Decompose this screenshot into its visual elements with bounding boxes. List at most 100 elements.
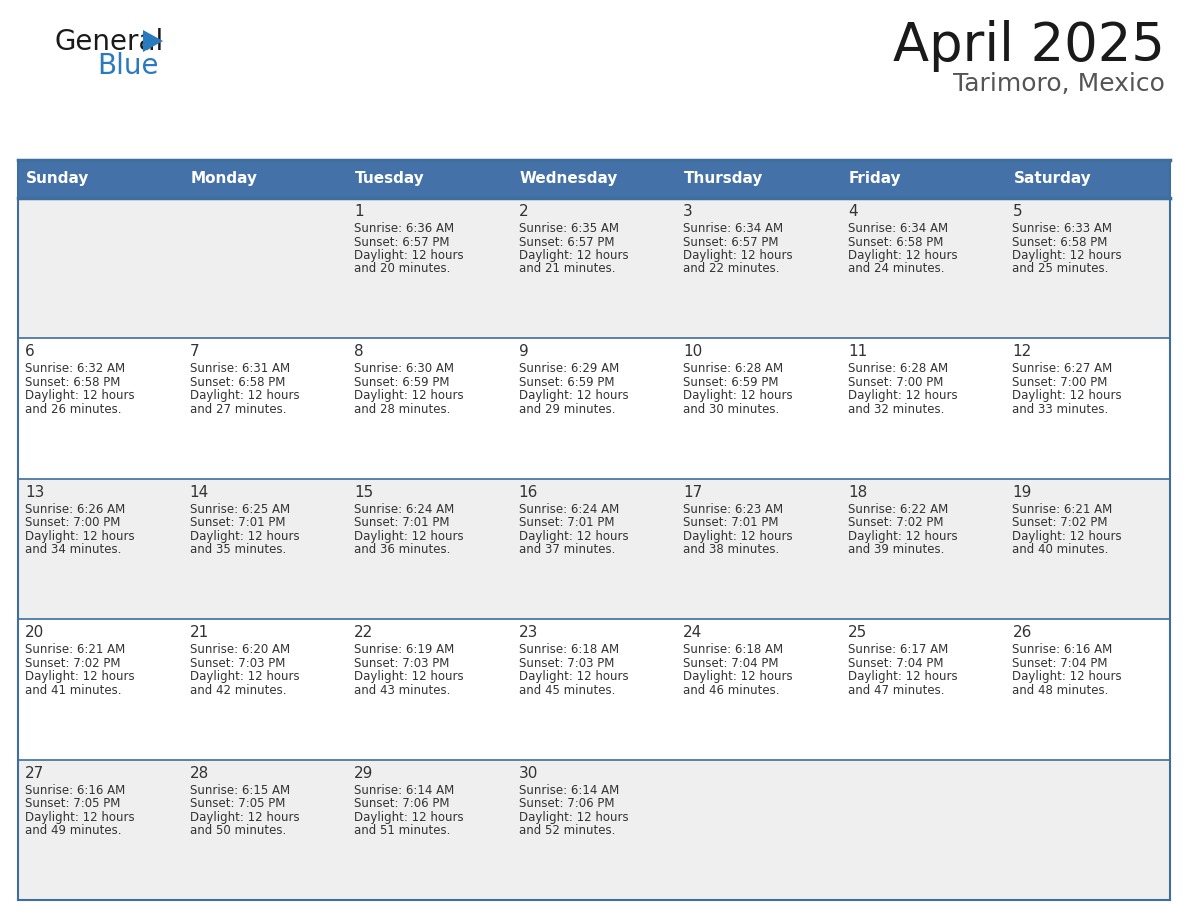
FancyBboxPatch shape xyxy=(1005,479,1170,620)
Text: Sunrise: 6:16 AM: Sunrise: 6:16 AM xyxy=(1012,644,1113,656)
Text: Sunrise: 6:19 AM: Sunrise: 6:19 AM xyxy=(354,644,454,656)
Text: Sunrise: 6:28 AM: Sunrise: 6:28 AM xyxy=(683,363,783,375)
Text: and 29 minutes.: and 29 minutes. xyxy=(519,403,615,416)
Text: Sunrise: 6:34 AM: Sunrise: 6:34 AM xyxy=(683,222,783,235)
Text: Sunset: 7:00 PM: Sunset: 7:00 PM xyxy=(848,375,943,389)
Text: and 40 minutes.: and 40 minutes. xyxy=(1012,543,1108,556)
Text: and 30 minutes.: and 30 minutes. xyxy=(683,403,779,416)
Text: 14: 14 xyxy=(190,485,209,499)
Text: Sunrise: 6:18 AM: Sunrise: 6:18 AM xyxy=(683,644,783,656)
FancyBboxPatch shape xyxy=(18,339,183,479)
Text: 15: 15 xyxy=(354,485,373,499)
FancyBboxPatch shape xyxy=(1005,339,1170,479)
Text: and 33 minutes.: and 33 minutes. xyxy=(1012,403,1108,416)
FancyBboxPatch shape xyxy=(676,339,841,479)
Text: 1: 1 xyxy=(354,204,364,219)
FancyBboxPatch shape xyxy=(676,198,841,339)
Text: Sunset: 7:03 PM: Sunset: 7:03 PM xyxy=(354,656,449,670)
FancyBboxPatch shape xyxy=(183,620,347,759)
Text: and 41 minutes.: and 41 minutes. xyxy=(25,684,121,697)
FancyBboxPatch shape xyxy=(18,620,183,759)
Text: and 46 minutes.: and 46 minutes. xyxy=(683,684,779,697)
FancyBboxPatch shape xyxy=(676,759,841,900)
Text: Sunset: 7:06 PM: Sunset: 7:06 PM xyxy=(354,797,449,810)
FancyBboxPatch shape xyxy=(512,759,676,900)
Text: and 42 minutes.: and 42 minutes. xyxy=(190,684,286,697)
FancyBboxPatch shape xyxy=(676,160,841,198)
Text: Daylight: 12 hours: Daylight: 12 hours xyxy=(25,530,134,543)
Text: Wednesday: Wednesday xyxy=(519,172,618,186)
Text: General: General xyxy=(55,28,164,56)
Text: Sunrise: 6:27 AM: Sunrise: 6:27 AM xyxy=(1012,363,1113,375)
FancyBboxPatch shape xyxy=(512,198,676,339)
Text: Sunrise: 6:24 AM: Sunrise: 6:24 AM xyxy=(354,503,454,516)
Text: Daylight: 12 hours: Daylight: 12 hours xyxy=(519,389,628,402)
Text: Daylight: 12 hours: Daylight: 12 hours xyxy=(354,530,463,543)
Text: Sunset: 6:59 PM: Sunset: 6:59 PM xyxy=(519,375,614,389)
Text: Sunrise: 6:30 AM: Sunrise: 6:30 AM xyxy=(354,363,454,375)
FancyBboxPatch shape xyxy=(1005,759,1170,900)
Text: Sunrise: 6:21 AM: Sunrise: 6:21 AM xyxy=(1012,503,1113,516)
FancyBboxPatch shape xyxy=(1005,198,1170,339)
FancyBboxPatch shape xyxy=(512,479,676,620)
Text: Sunrise: 6:20 AM: Sunrise: 6:20 AM xyxy=(190,644,290,656)
Text: Daylight: 12 hours: Daylight: 12 hours xyxy=(354,389,463,402)
Text: Daylight: 12 hours: Daylight: 12 hours xyxy=(25,389,134,402)
Text: 16: 16 xyxy=(519,485,538,499)
Text: Sunrise: 6:14 AM: Sunrise: 6:14 AM xyxy=(519,784,619,797)
FancyBboxPatch shape xyxy=(676,479,841,620)
Text: and 20 minutes.: and 20 minutes. xyxy=(354,263,450,275)
Text: Sunrise: 6:23 AM: Sunrise: 6:23 AM xyxy=(683,503,783,516)
FancyBboxPatch shape xyxy=(183,339,347,479)
FancyBboxPatch shape xyxy=(841,620,1005,759)
FancyBboxPatch shape xyxy=(183,479,347,620)
Text: Sunset: 6:57 PM: Sunset: 6:57 PM xyxy=(519,236,614,249)
Text: and 32 minutes.: and 32 minutes. xyxy=(848,403,944,416)
Text: Sunrise: 6:28 AM: Sunrise: 6:28 AM xyxy=(848,363,948,375)
Text: Daylight: 12 hours: Daylight: 12 hours xyxy=(519,811,628,823)
Text: Sunrise: 6:34 AM: Sunrise: 6:34 AM xyxy=(848,222,948,235)
Text: Sunset: 7:02 PM: Sunset: 7:02 PM xyxy=(25,656,120,670)
Text: Daylight: 12 hours: Daylight: 12 hours xyxy=(848,389,958,402)
Text: Sunset: 7:00 PM: Sunset: 7:00 PM xyxy=(1012,375,1107,389)
Text: Daylight: 12 hours: Daylight: 12 hours xyxy=(354,670,463,683)
Text: Sunrise: 6:22 AM: Sunrise: 6:22 AM xyxy=(848,503,948,516)
Text: and 22 minutes.: and 22 minutes. xyxy=(683,263,779,275)
Text: Sunset: 7:02 PM: Sunset: 7:02 PM xyxy=(848,516,943,530)
Text: Daylight: 12 hours: Daylight: 12 hours xyxy=(190,811,299,823)
FancyBboxPatch shape xyxy=(18,198,183,339)
Text: Sunset: 7:01 PM: Sunset: 7:01 PM xyxy=(354,516,449,530)
Text: and 51 minutes.: and 51 minutes. xyxy=(354,824,450,837)
Text: Daylight: 12 hours: Daylight: 12 hours xyxy=(848,530,958,543)
Text: Sunset: 7:03 PM: Sunset: 7:03 PM xyxy=(519,656,614,670)
Text: Sunset: 7:04 PM: Sunset: 7:04 PM xyxy=(1012,656,1108,670)
FancyBboxPatch shape xyxy=(1005,620,1170,759)
Text: Daylight: 12 hours: Daylight: 12 hours xyxy=(1012,249,1121,262)
Text: Sunrise: 6:31 AM: Sunrise: 6:31 AM xyxy=(190,363,290,375)
Text: Sunset: 7:05 PM: Sunset: 7:05 PM xyxy=(25,797,120,810)
Text: Sunset: 7:03 PM: Sunset: 7:03 PM xyxy=(190,656,285,670)
Text: Sunrise: 6:15 AM: Sunrise: 6:15 AM xyxy=(190,784,290,797)
Text: Sunrise: 6:17 AM: Sunrise: 6:17 AM xyxy=(848,644,948,656)
Text: Saturday: Saturday xyxy=(1013,172,1092,186)
FancyBboxPatch shape xyxy=(841,160,1005,198)
FancyBboxPatch shape xyxy=(347,339,512,479)
Text: 3: 3 xyxy=(683,204,693,219)
Text: Sunset: 7:04 PM: Sunset: 7:04 PM xyxy=(683,656,779,670)
Text: Sunset: 6:58 PM: Sunset: 6:58 PM xyxy=(190,375,285,389)
FancyBboxPatch shape xyxy=(841,198,1005,339)
FancyBboxPatch shape xyxy=(347,479,512,620)
Text: and 28 minutes.: and 28 minutes. xyxy=(354,403,450,416)
FancyBboxPatch shape xyxy=(841,339,1005,479)
Text: Monday: Monday xyxy=(190,172,258,186)
FancyBboxPatch shape xyxy=(841,759,1005,900)
FancyBboxPatch shape xyxy=(183,759,347,900)
Text: Sunrise: 6:35 AM: Sunrise: 6:35 AM xyxy=(519,222,619,235)
Text: Blue: Blue xyxy=(97,52,158,80)
Text: 2: 2 xyxy=(519,204,529,219)
Text: Daylight: 12 hours: Daylight: 12 hours xyxy=(354,249,463,262)
FancyBboxPatch shape xyxy=(841,479,1005,620)
Text: Sunset: 7:05 PM: Sunset: 7:05 PM xyxy=(190,797,285,810)
Text: Sunset: 6:59 PM: Sunset: 6:59 PM xyxy=(354,375,449,389)
Text: 19: 19 xyxy=(1012,485,1032,499)
